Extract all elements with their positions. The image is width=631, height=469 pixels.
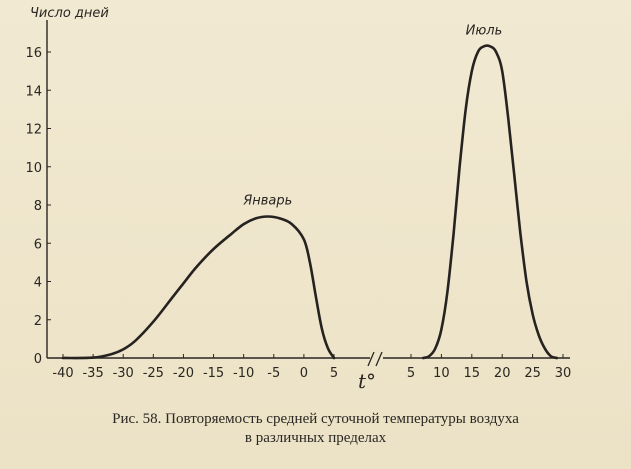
x-tick-label: 0: [300, 366, 308, 381]
x-tick-label: 5: [407, 366, 415, 381]
x-tick-label: -35: [82, 366, 103, 381]
axes: [46, 20, 570, 367]
y-tick-label: 6: [34, 237, 42, 252]
x-tick-label: -40: [52, 366, 73, 381]
caption-line-2: в различных пределах: [244, 430, 387, 446]
x-tick-label: -30: [113, 366, 134, 381]
x-tick-label: -20: [173, 366, 194, 381]
x-tick-label: 10: [433, 366, 450, 381]
x-tick-label: -15: [203, 366, 224, 381]
series-lines: [61, 44, 559, 360]
x-tick-label: 5: [330, 366, 338, 381]
chart: Число дней 0 2 4 6 8 10 12 14 16 -40 -35 -30 -25 -20…: [25, 6, 572, 393]
y-tick-label: 0: [34, 352, 42, 367]
y-axis-label: Число дней: [30, 6, 109, 21]
x-tick-label: 25: [524, 366, 541, 381]
series-line-1: [61, 215, 336, 360]
x-tick-label: -25: [143, 366, 164, 381]
y-tick-label: 14: [25, 84, 42, 99]
x-tick-label: 15: [464, 366, 481, 381]
x-tick-label: -5: [267, 366, 280, 381]
y-tick-label: 4: [34, 276, 42, 291]
y-tick-label: 2: [34, 314, 42, 329]
y-tick-label: 10: [25, 161, 42, 176]
y-tick-label: 8: [34, 199, 42, 214]
x-axis-label: t°: [358, 369, 376, 393]
y-ticks: 0 2 4 6 8 10 12 14 16: [25, 46, 51, 367]
y-tick-label: 12: [25, 123, 42, 138]
x-tick-label: -10: [233, 366, 254, 381]
axis-break-mark: [367, 351, 383, 367]
series-line-2: [421, 44, 559, 360]
x-tick-label: 20: [494, 366, 511, 381]
y-tick-label: 16: [25, 46, 42, 61]
series-label-2: Июль: [466, 23, 503, 38]
series-labels: Январь Июль: [242, 23, 502, 208]
series-label-1: Январь: [242, 193, 292, 208]
caption-line-1: Рис. 58. Повторяемость средней суточной …: [112, 411, 519, 427]
x-tick-label: 30: [555, 366, 572, 381]
